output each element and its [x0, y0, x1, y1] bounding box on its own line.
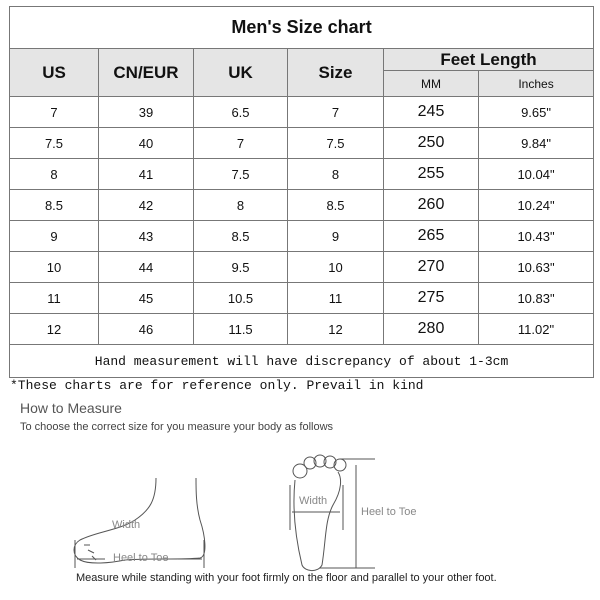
table-cell: 12	[287, 313, 384, 345]
table-row: 12 46 11.5 12 280 11.02"	[9, 313, 595, 345]
table-cell: 39	[98, 96, 194, 128]
table-cell: 10	[287, 251, 384, 283]
table-cell: 10.5	[193, 282, 288, 314]
size-chart-table: Men's Size chart US CN/EUR UK Size Feet …	[8, 6, 595, 378]
table-cell: 46	[98, 313, 194, 345]
table-cell: 10	[9, 251, 99, 283]
table-cell: 8.5	[287, 189, 384, 221]
table-cell: 8	[9, 158, 99, 190]
table-row: 7 39 6.5 7 245 9.65"	[9, 96, 595, 128]
header-feet-length: Feet Length	[382, 48, 595, 71]
header-inches: Inches	[477, 70, 595, 97]
header-size: Size	[287, 48, 384, 97]
side-width-label: Width	[112, 519, 141, 531]
measure-instruction: Measure while standing with your foot fi…	[76, 572, 497, 584]
table-cell: 9.65"	[477, 96, 595, 128]
how-to-measure-title: How to Measure	[20, 400, 122, 416]
table-cell: 45	[98, 282, 194, 314]
table-cell: 41	[98, 158, 194, 190]
table-cell: 10.83"	[477, 282, 595, 314]
table-row: 8.5 42 8 8.5 260 10.24"	[9, 189, 595, 221]
table-row: 11 45 10.5 11 275 10.83"	[9, 282, 595, 314]
table-cell: 12	[9, 313, 99, 345]
header-uk: UK	[193, 48, 288, 97]
table-row: 10 44 9.5 10 270 10.63"	[9, 251, 595, 283]
table-cell: 11.5	[193, 313, 288, 345]
top-heel-to-toe-label: Heel to Toe	[361, 506, 417, 518]
table-cell: 255	[383, 158, 479, 190]
table-cell: 11.02"	[477, 313, 595, 345]
header-us: US	[9, 48, 99, 97]
chart-title: Men's Size chart	[8, 6, 595, 49]
table-cell: 7	[9, 96, 99, 128]
table-cell: 43	[98, 220, 194, 252]
top-foot-icon	[289, 454, 375, 572]
how-to-measure-subtitle: To choose the correct size for you measu…	[20, 421, 334, 433]
reference-note: *These charts are for reference only. Pr…	[10, 378, 424, 393]
table-row: 8 41 7.5 8 255 10.04"	[9, 158, 595, 190]
table-cell: 8	[287, 158, 384, 190]
header-mm: MM	[383, 70, 479, 97]
table-cell: 10.63"	[477, 251, 595, 283]
table-cell: 10.43"	[477, 220, 595, 252]
table-cell: 9.5	[193, 251, 288, 283]
table-cell: 245	[383, 96, 479, 128]
header-cn-eur: CN/EUR	[98, 48, 194, 97]
top-width-label: Width	[299, 495, 328, 507]
side-foot-icon	[73, 477, 206, 568]
side-heel-to-toe-label: Heel to Toe	[113, 552, 169, 564]
measurement-note: Hand measurement will have discrepancy o…	[8, 344, 595, 378]
table-cell: 9	[9, 220, 99, 252]
